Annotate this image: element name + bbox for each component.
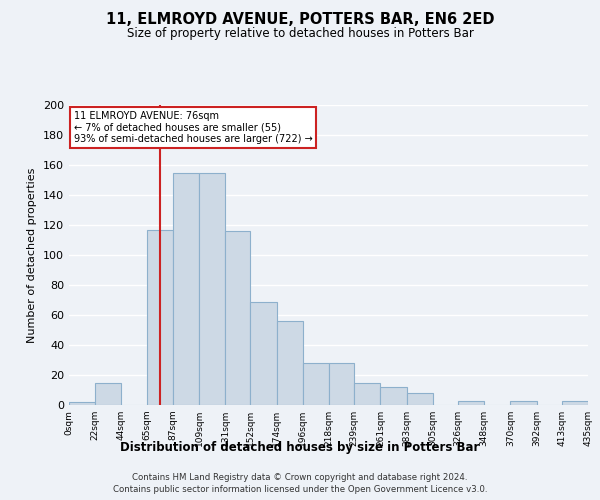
Bar [380, 387, 407, 405]
Bar [407, 393, 433, 405]
Bar [173, 172, 199, 405]
Bar [225, 231, 250, 405]
Text: 11 ELMROYD AVENUE: 76sqm
← 7% of detached houses are smaller (55)
93% of semi-de: 11 ELMROYD AVENUE: 76sqm ← 7% of detache… [74, 111, 313, 144]
Text: Size of property relative to detached houses in Potters Bar: Size of property relative to detached ho… [127, 28, 473, 40]
Bar [199, 172, 225, 405]
Bar [277, 321, 303, 405]
Bar [329, 363, 354, 405]
Bar [69, 402, 95, 405]
Bar [146, 230, 173, 405]
Bar [95, 382, 121, 405]
Text: Contains public sector information licensed under the Open Government Licence v3: Contains public sector information licen… [113, 485, 487, 494]
Bar [250, 302, 277, 405]
Bar [562, 400, 588, 405]
Y-axis label: Number of detached properties: Number of detached properties [28, 168, 37, 342]
Text: 11, ELMROYD AVENUE, POTTERS BAR, EN6 2ED: 11, ELMROYD AVENUE, POTTERS BAR, EN6 2ED [106, 12, 494, 28]
Bar [458, 400, 484, 405]
Text: Contains HM Land Registry data © Crown copyright and database right 2024.: Contains HM Land Registry data © Crown c… [132, 472, 468, 482]
Bar [303, 363, 329, 405]
Bar [511, 400, 536, 405]
Bar [354, 382, 380, 405]
Text: Distribution of detached houses by size in Potters Bar: Distribution of detached houses by size … [121, 441, 479, 454]
